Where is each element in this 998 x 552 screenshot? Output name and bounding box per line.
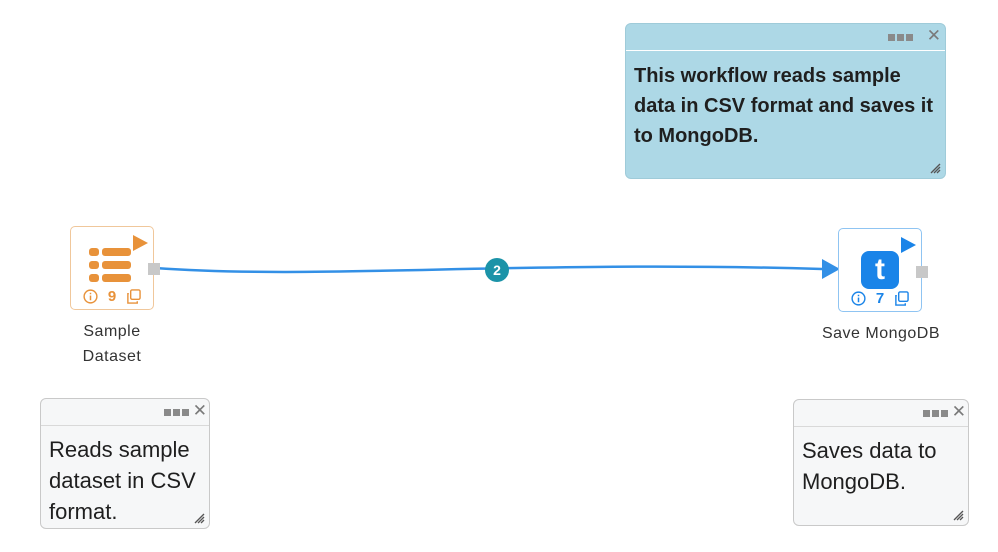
save-mongodb-node[interactable]: t 7 [838, 228, 928, 312]
note-text[interactable]: Saves data to MongoDB. [802, 438, 937, 494]
node-count: 9 [107, 288, 117, 305]
info-icon[interactable] [851, 291, 866, 306]
resize-handle-icon[interactable] [952, 509, 964, 521]
note-header[interactable]: ✕ [41, 399, 209, 426]
run-icon[interactable] [899, 236, 917, 254]
more-options-icon[interactable] [164, 409, 189, 416]
more-options-icon[interactable] [888, 34, 913, 41]
close-icon[interactable]: ✕ [951, 402, 966, 421]
run-icon[interactable] [131, 234, 149, 252]
label-line: Dataset [82, 348, 142, 365]
sample-dataset-label: Sample Dataset [62, 319, 162, 369]
resize-handle-icon[interactable] [193, 512, 205, 524]
note-text[interactable]: This workflow reads sample data in CSV f… [634, 65, 933, 147]
label-line: Sample [83, 323, 141, 340]
sample-dataset-note[interactable]: ✕ Reads sample dataset in CSV format. [40, 398, 210, 529]
save-mongodb-note[interactable]: ✕ Saves data to MongoDB. [793, 399, 969, 526]
sample-dataset-node[interactable]: 9 [70, 226, 160, 310]
node-count: 7 [875, 290, 885, 307]
note-header[interactable]: ✕ [626, 24, 945, 51]
note-text[interactable]: Reads sample dataset in CSV format. [49, 437, 196, 524]
save-mongodb-label: Save MongoDB [821, 325, 941, 342]
letter-t-icon: t [861, 251, 899, 289]
info-icon[interactable] [83, 289, 98, 304]
output-port[interactable] [148, 263, 160, 275]
copy-icon[interactable] [894, 291, 909, 306]
connection-count-badge[interactable]: 2 [485, 258, 509, 282]
table-rows-icon [89, 248, 131, 282]
workflow-description-note[interactable]: ✕ This workflow reads sample data in CSV… [625, 23, 946, 179]
output-port[interactable] [916, 266, 928, 278]
close-icon[interactable]: ✕ [192, 401, 207, 420]
resize-handle-icon[interactable] [929, 162, 941, 174]
note-header[interactable]: ✕ [794, 400, 968, 427]
copy-icon[interactable] [126, 289, 141, 304]
more-options-icon[interactable] [923, 410, 948, 417]
close-icon[interactable]: ✕ [926, 26, 941, 45]
